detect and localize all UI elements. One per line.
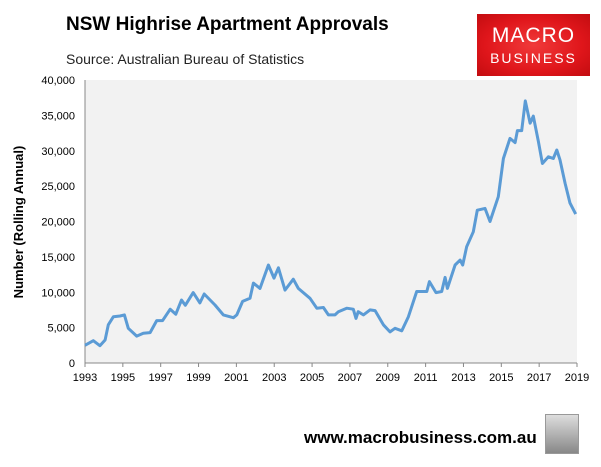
x-tick-label: 2017 [527,372,551,384]
x-tick-label: 2005 [300,372,324,384]
x-tick-label: 2007 [338,372,362,384]
x-axis: 1993 1995 1997 1999 2001 2003 2005 2007 2009 2011… [73,362,589,384]
x-tick-label: 1999 [186,372,210,384]
logo-line1: MACRO [491,24,576,47]
wolf-icon [545,414,579,454]
chart-title: NSW Highrise Apartment Approvals [66,14,389,35]
y-axis-label: Number (Rolling Annual) [11,146,26,299]
x-tick-label: 2015 [489,372,513,384]
y-tick-label: 15,000 [41,252,75,264]
y-tick-label: 0 [69,358,75,370]
y-axis: 0 5,000 10,000 15,000 20,000 25,000 30,000 35,0… [41,75,86,370]
series-line [84,99,578,348]
y-tick-label: 25,000 [41,181,75,193]
y-tick-label: 10,000 [41,287,75,299]
website-url: www.macrobusiness.com.au [304,428,537,447]
x-tick-label: 2001 [224,372,248,384]
y-tick-label: 30,000 [41,146,75,158]
chart-source: Source: Australian Bureau of Statistics [66,51,305,67]
y-tick-label: 5,000 [47,323,75,335]
x-tick-label: 1995 [111,372,135,384]
logo-line2: BUSINESS [490,50,577,66]
macrobusiness-logo: MACRO BUSINESS [477,14,590,76]
x-tick-label: 1993 [73,372,97,384]
y-tick-label: 40,000 [41,75,75,87]
x-tick-label: 2003 [262,372,286,384]
x-tick-label: 1997 [148,372,172,384]
y-tick-label: 35,000 [41,110,75,122]
x-tick-label: 2019 [565,372,589,384]
x-tick-label: 2013 [451,372,475,384]
x-tick-label: 2009 [376,372,400,384]
x-tick-label: 2011 [414,372,438,384]
y-tick-label: 20,000 [41,217,75,229]
